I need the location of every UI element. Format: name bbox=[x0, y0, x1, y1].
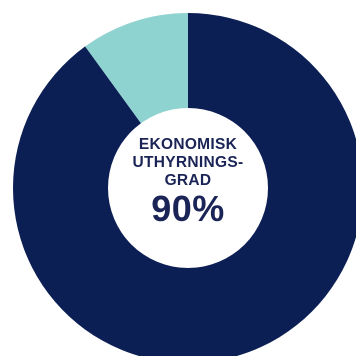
donut-hole bbox=[108, 108, 268, 268]
center-label-line-3: GRAD bbox=[164, 172, 212, 189]
center-label: EKONOMISK UTHYRNINGS- GRAD 90% bbox=[108, 136, 268, 228]
center-label-line-2: UTHYRNINGS- bbox=[132, 154, 244, 171]
center-value: 90% bbox=[151, 188, 225, 229]
center-label-line-1: EKONOMISK bbox=[138, 136, 238, 153]
